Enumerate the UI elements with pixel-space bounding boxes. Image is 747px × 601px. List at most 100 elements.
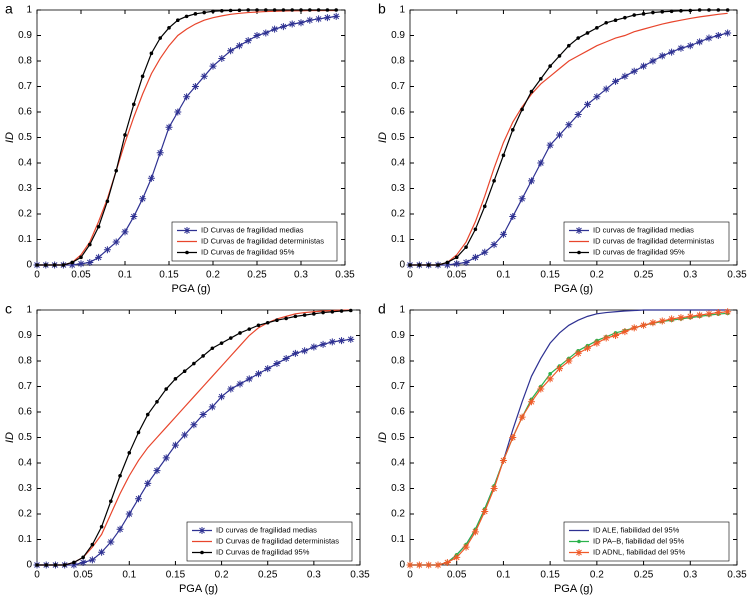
marker	[279, 23, 287, 31]
marker	[425, 561, 433, 569]
marker	[679, 8, 683, 13]
marker	[577, 250, 581, 255]
marker	[546, 375, 554, 383]
marker	[471, 528, 479, 536]
marker	[668, 315, 676, 323]
x-tick-label: 0.05	[71, 270, 91, 281]
marker	[98, 548, 106, 556]
marker	[130, 213, 138, 221]
x-axis-label: PGA (g)	[554, 583, 593, 595]
legend-label: ID Curvas de fragilidad 95%	[201, 247, 295, 256]
panel-label: d	[378, 301, 386, 317]
marker	[237, 8, 242, 13]
y-tick-label: 0.4	[391, 158, 405, 169]
marker	[254, 370, 262, 378]
marker	[453, 260, 461, 268]
marker	[227, 47, 235, 55]
x-tick-label: 0.25	[258, 570, 278, 581]
panel-label: b	[378, 1, 386, 17]
x-tick-label: 0.25	[634, 270, 654, 281]
y-tick-label: 0.4	[18, 158, 32, 169]
marker	[199, 411, 207, 419]
marker	[198, 527, 206, 534]
marker	[330, 309, 335, 314]
marker	[109, 499, 113, 504]
marker	[668, 48, 676, 56]
y-tick-label: 1	[399, 305, 405, 316]
marker	[103, 246, 111, 254]
marker	[182, 369, 187, 374]
marker	[641, 12, 646, 16]
y-tick-label: 0.1	[391, 234, 405, 245]
marker	[640, 62, 648, 70]
marker	[453, 553, 461, 561]
marker	[35, 563, 39, 567]
y-tick-label: 0.6	[18, 107, 32, 118]
marker	[44, 263, 48, 267]
marker	[236, 380, 244, 388]
marker	[164, 387, 168, 391]
marker	[79, 558, 87, 566]
marker	[293, 314, 298, 319]
marker	[714, 32, 722, 39]
y-tick-label: 0.3	[18, 183, 32, 194]
marker	[273, 360, 281, 368]
panel: 0 0.05 0.1 0.15 0.2 0.25 0.3 0.35 0 0.1 0.2 0.3 0.4 0…	[377, 301, 747, 595]
marker	[725, 8, 730, 12]
marker	[275, 318, 279, 323]
marker	[658, 317, 666, 325]
marker	[567, 43, 571, 48]
marker	[537, 159, 545, 167]
legend-label: ID ALE, fiabilidad del 95%	[593, 525, 680, 534]
x-tick-label: 0.05	[447, 270, 467, 281]
marker	[593, 93, 601, 101]
x-tick-label: 0.1	[496, 570, 510, 581]
marker	[714, 309, 722, 317]
marker	[492, 179, 496, 183]
y-tick-label: 0.2	[391, 209, 405, 220]
marker	[262, 29, 270, 37]
marker	[185, 250, 189, 255]
y-tick-label: 0.6	[18, 407, 32, 418]
y-tick-label: 0.5	[391, 132, 405, 143]
marker	[153, 467, 161, 475]
marker	[88, 242, 92, 247]
marker	[325, 8, 330, 12]
panel: 0 0.05 0.1 0.15 0.2 0.25 0.3 0.35 0 0.1 0.2 0.3 0.4 0…	[4, 301, 370, 595]
legend-box	[563, 221, 730, 262]
marker	[53, 563, 58, 567]
marker	[574, 349, 582, 357]
marker	[227, 385, 235, 393]
marker	[546, 141, 554, 149]
legend-label: ID Curvas de fragilidad 95%	[216, 547, 310, 556]
marker	[612, 77, 620, 85]
marker	[509, 434, 517, 441]
marker	[574, 111, 582, 119]
marker	[156, 149, 164, 157]
marker	[548, 371, 552, 376]
marker	[247, 327, 252, 331]
y-tick-label: 0	[399, 560, 405, 571]
marker	[264, 365, 272, 373]
marker	[697, 8, 702, 12]
marker	[181, 431, 189, 439]
marker	[145, 412, 150, 417]
series-line	[37, 9, 337, 266]
marker	[548, 64, 552, 68]
marker	[565, 357, 573, 365]
marker	[121, 228, 129, 236]
y-tick-label: 1	[26, 305, 32, 316]
y-tick-label: 0.8	[18, 56, 32, 67]
marker	[291, 349, 299, 357]
panel-label: a	[5, 1, 13, 17]
marker	[686, 312, 694, 320]
y-axis-label: ID	[377, 132, 389, 143]
marker	[445, 260, 450, 265]
y-tick-label: 0.1	[18, 234, 32, 245]
marker	[127, 451, 132, 455]
marker	[81, 555, 85, 560]
marker	[669, 9, 674, 14]
marker	[220, 8, 224, 13]
panel: 0 0.05 0.1 0.15 0.2 0.25 0.3 0.35 0 0.1 0.2 0.3 0.4 0…	[4, 1, 355, 295]
series-line	[37, 309, 351, 566]
